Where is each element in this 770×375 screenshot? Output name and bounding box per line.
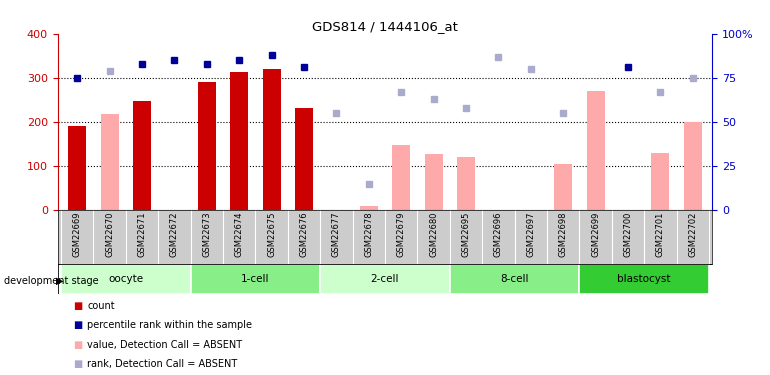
Bar (360, 206, 378, 210)
Bar (69, 126, 86, 210)
Bar (587, 91, 604, 210)
Text: GSM22674: GSM22674 (235, 211, 243, 257)
Bar (392, 145, 410, 210)
Text: 1-cell: 1-cell (241, 274, 270, 284)
Text: GSM22678: GSM22678 (364, 211, 373, 257)
Bar (101, 114, 119, 210)
Bar (450, 264, 579, 294)
Text: GSM22699: GSM22699 (591, 211, 600, 257)
Text: GSM22675: GSM22675 (267, 211, 276, 257)
Text: percentile rank within the sample: percentile rank within the sample (87, 320, 252, 330)
Text: GSM22695: GSM22695 (461, 211, 470, 257)
Text: rank, Detection Call = ABSENT: rank, Detection Call = ABSENT (87, 359, 237, 369)
Text: blastocyst: blastocyst (618, 274, 671, 284)
Bar (651, 153, 669, 210)
Bar (320, 264, 450, 294)
Text: GSM22671: GSM22671 (138, 211, 146, 257)
Text: GSM22700: GSM22700 (624, 211, 632, 257)
Bar (198, 82, 216, 210)
Text: GSM22670: GSM22670 (105, 211, 114, 257)
Bar (191, 264, 320, 294)
Text: GSM22676: GSM22676 (300, 211, 309, 257)
Bar (230, 72, 248, 210)
Bar (554, 164, 572, 210)
Text: GSM22701: GSM22701 (656, 211, 665, 257)
Text: GSM22696: GSM22696 (494, 211, 503, 257)
Text: GSM22673: GSM22673 (203, 211, 211, 257)
Bar (133, 101, 151, 210)
Bar (425, 154, 443, 210)
Bar (263, 69, 280, 210)
Text: GSM22697: GSM22697 (527, 211, 535, 257)
Bar (457, 157, 475, 210)
Bar (295, 108, 313, 210)
Text: GSM22672: GSM22672 (170, 211, 179, 257)
Text: ■: ■ (73, 340, 82, 350)
Text: GSM22677: GSM22677 (332, 211, 341, 257)
Text: ■: ■ (73, 301, 82, 310)
Text: count: count (87, 301, 115, 310)
Text: development stage: development stage (4, 276, 99, 285)
Title: GDS814 / 1444106_at: GDS814 / 1444106_at (312, 20, 458, 33)
Text: GSM22679: GSM22679 (397, 211, 406, 257)
Text: ■: ■ (73, 320, 82, 330)
Text: 2-cell: 2-cell (370, 274, 400, 284)
Text: oocyte: oocyte (109, 274, 143, 284)
Text: ▶: ▶ (56, 276, 64, 285)
Text: GSM22702: GSM22702 (688, 211, 698, 257)
Text: GSM22669: GSM22669 (72, 211, 82, 257)
Text: ■: ■ (73, 359, 82, 369)
Text: 8-cell: 8-cell (500, 274, 529, 284)
Text: GSM22680: GSM22680 (429, 211, 438, 257)
Bar (684, 122, 701, 210)
Bar (61, 264, 191, 294)
Text: value, Detection Call = ABSENT: value, Detection Call = ABSENT (87, 340, 242, 350)
Bar (579, 264, 709, 294)
Text: GSM22698: GSM22698 (559, 211, 567, 257)
